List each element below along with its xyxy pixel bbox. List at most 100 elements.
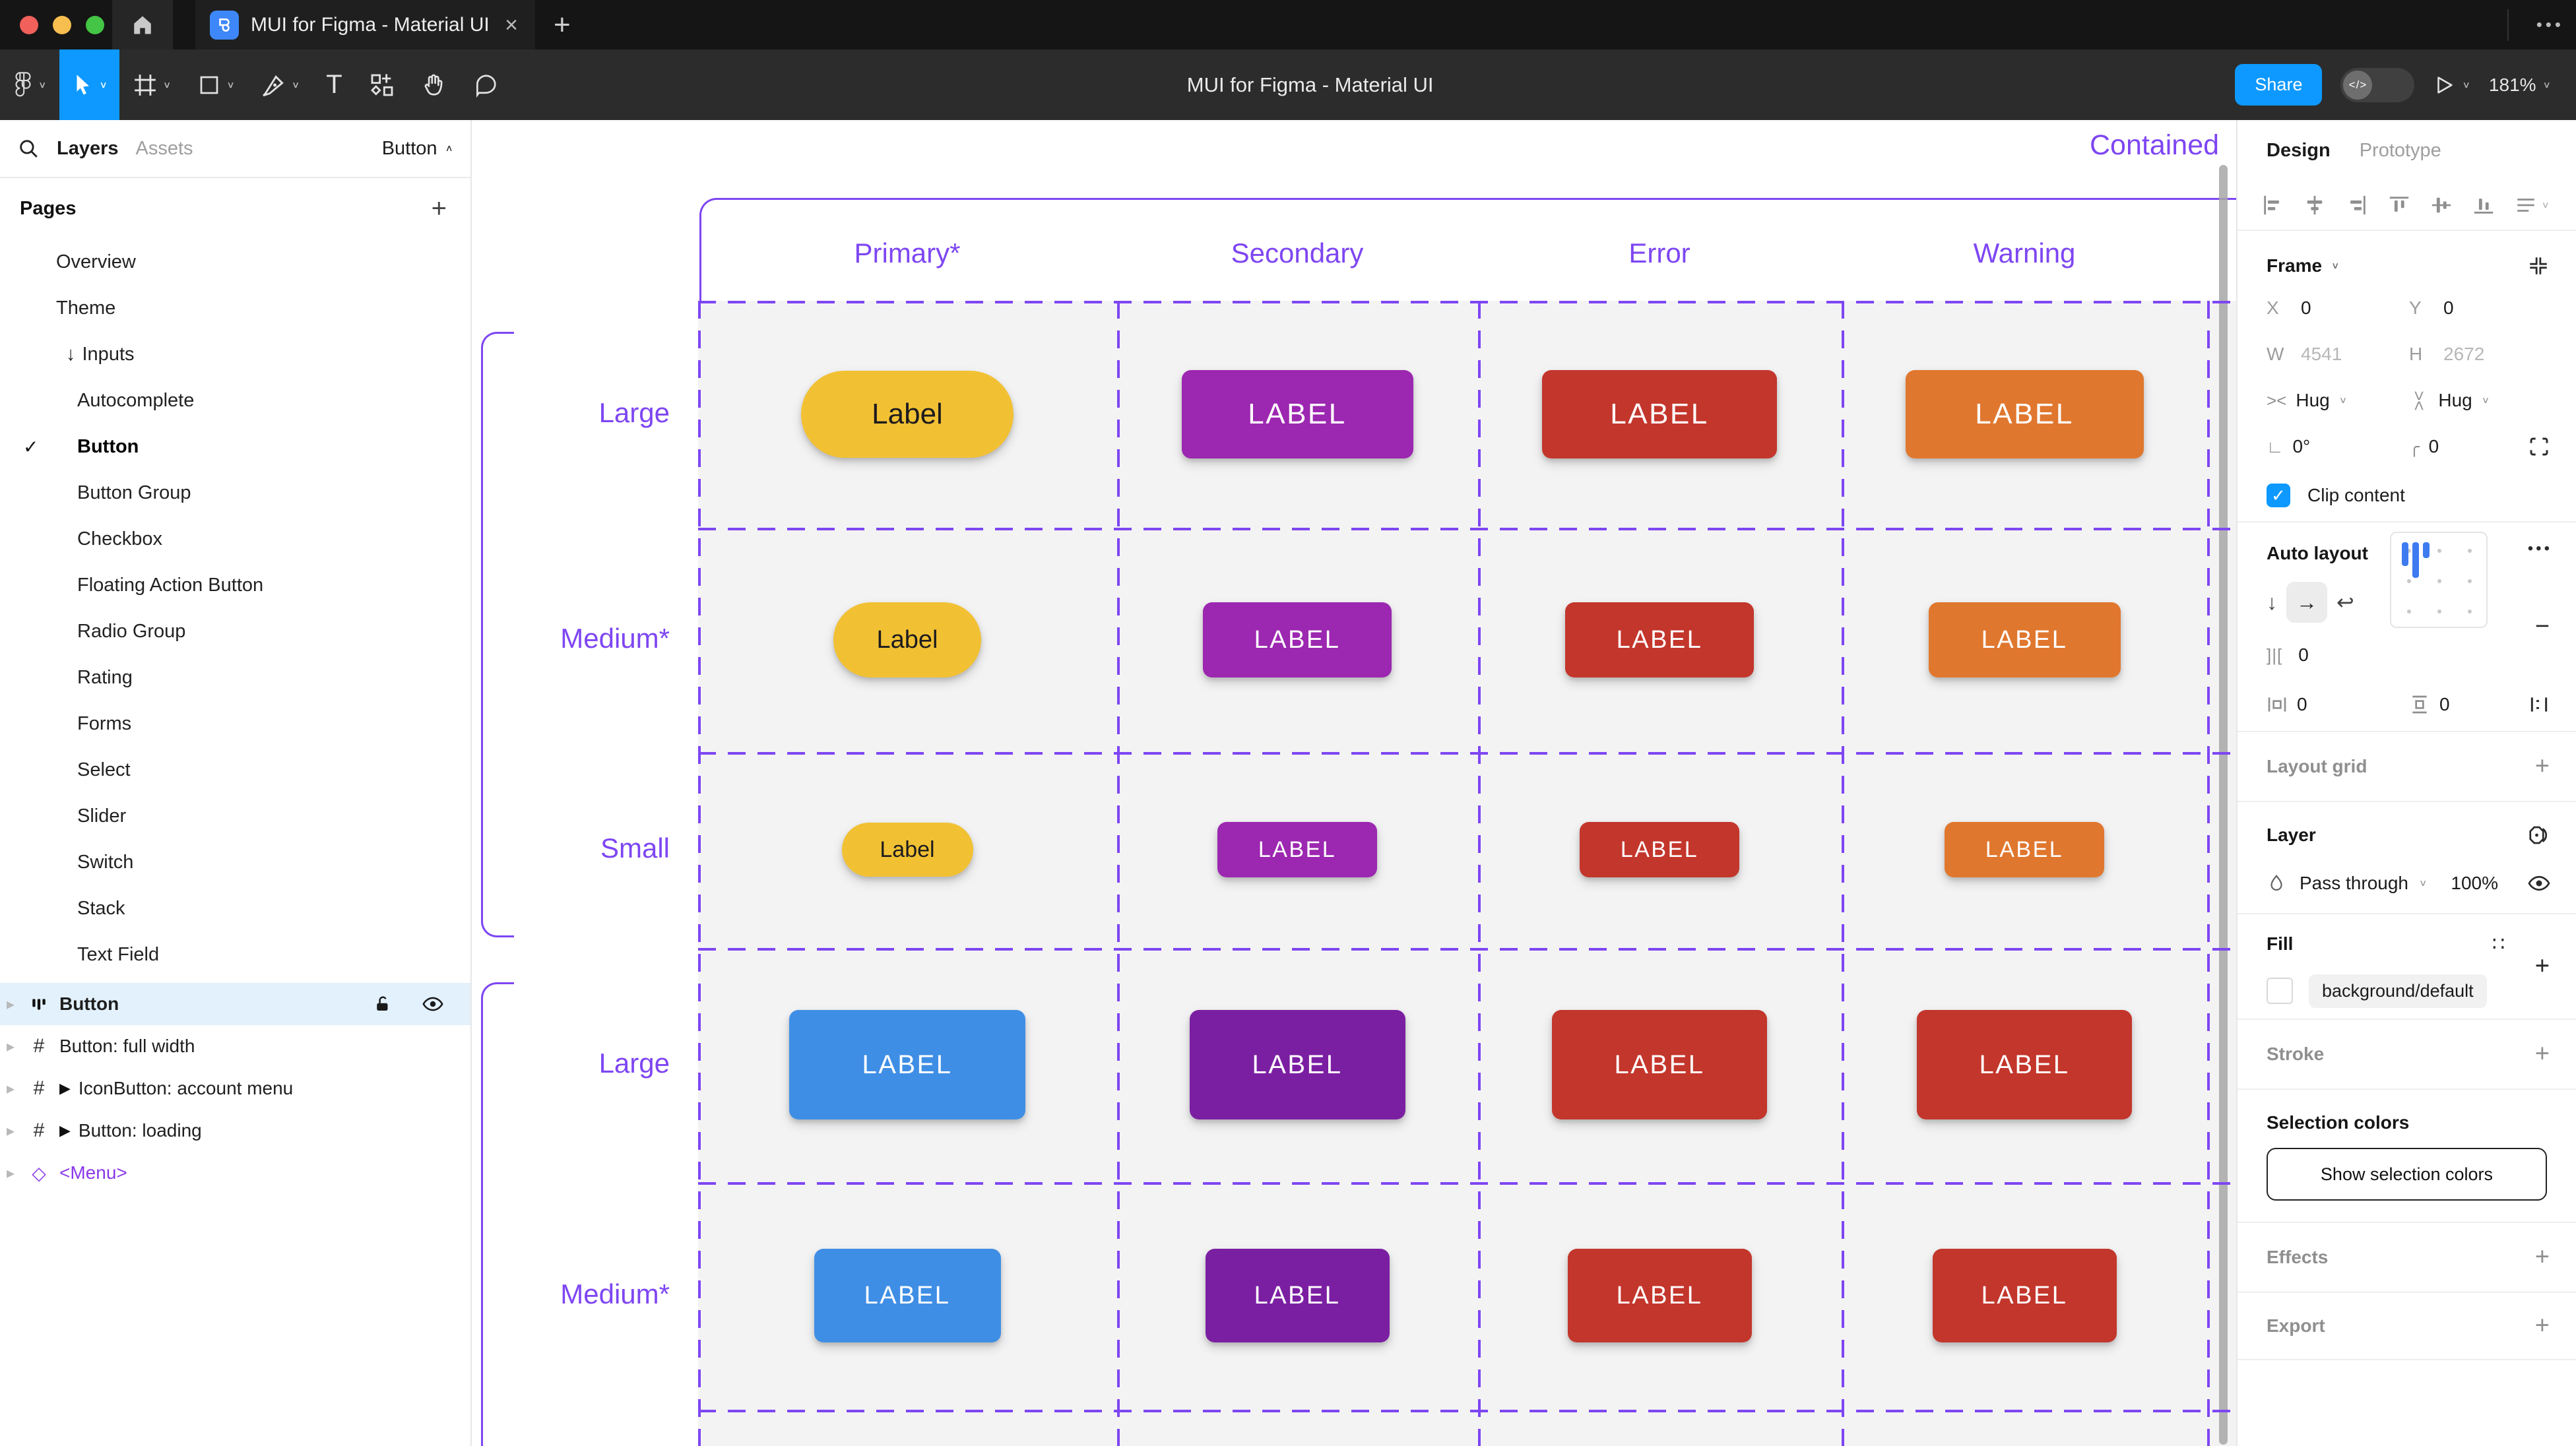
clip-content-row[interactable]: ✓ Clip content [2267, 470, 2547, 521]
layer-row-button-loading[interactable]: ▸ # ▶ Button: loading [0, 1110, 470, 1152]
direction-vertical-icon[interactable]: ↓ [2267, 590, 2277, 614]
auto-layout-more-button[interactable]: ••• [2527, 540, 2552, 557]
sidebar-page-slider[interactable]: Slider [0, 793, 470, 839]
canvas-button[interactable]: LABEL [1932, 1249, 2117, 1342]
remove-fill-button[interactable]: − [2534, 952, 2550, 980]
rotation-input[interactable]: 0° [2292, 436, 2311, 456]
canvas-button[interactable]: LABEL [1905, 370, 2144, 458]
tab-layers[interactable]: Layers [57, 137, 119, 159]
home-tab[interactable] [112, 0, 173, 49]
canvas-button[interactable]: LABEL [1217, 822, 1377, 877]
canvas-button[interactable]: Label [801, 371, 1014, 458]
add-effect-button[interactable]: + [2534, 1243, 2550, 1271]
hug-vertical-dropdown[interactable]: Hug [2438, 390, 2472, 410]
expand-chevron-icon[interactable]: ▸ [7, 995, 15, 1013]
sidebar-page-radio-group[interactable]: Radio Group [0, 608, 470, 654]
direction-horizontal-selected[interactable]: → [2286, 582, 2327, 623]
sidebar-page-overview[interactable]: Overview [0, 239, 470, 285]
sidebar-page-stack[interactable]: Stack [0, 885, 470, 931]
width-input[interactable]: 4541 [2301, 344, 2342, 364]
sidebar-page-inputs[interactable]: ↓ Inputs [0, 331, 470, 377]
canvas-button[interactable]: Label [833, 602, 981, 677]
search-icon[interactable] [17, 137, 40, 160]
canvas[interactable]: Contained Primary* Secondary Error Warning L… [472, 120, 2236, 1446]
new-tab-button[interactable]: + [554, 8, 571, 41]
window-zoom-icon[interactable] [86, 15, 104, 34]
canvas-button[interactable]: LABEL [1542, 370, 1777, 458]
canvas-button[interactable]: LABEL [1181, 370, 1413, 458]
window-overflow-menu[interactable]: ••• [2536, 15, 2564, 34]
layer-row-button-full-width[interactable]: ▸ # Button: full width [0, 1025, 470, 1067]
add-page-button[interactable]: + [431, 193, 447, 223]
canvas-button[interactable]: LABEL [1205, 1249, 1390, 1342]
comment-tool-button[interactable] [460, 49, 511, 120]
main-menu-button[interactable]: ∨ [0, 49, 59, 120]
fill-style-chip[interactable]: background/default [2309, 974, 2487, 1008]
add-stroke-button[interactable]: + [2534, 1040, 2550, 1068]
canvas-button[interactable]: LABEL [1580, 822, 1739, 877]
sidebar-page-text-field[interactable]: Text Field [0, 931, 470, 978]
expand-chevron-icon[interactable]: ▸ [7, 1037, 15, 1055]
clip-content-checkbox[interactable]: ✓ [2267, 484, 2290, 507]
close-tab-icon[interactable]: × [505, 12, 518, 38]
layer-row-button[interactable]: ▸ Button [0, 983, 470, 1025]
expand-chevron-icon[interactable]: ▸ [7, 1079, 15, 1098]
align-v-center-icon[interactable] [2430, 194, 2453, 216]
blend-mask-icon[interactable] [2526, 823, 2550, 847]
component-marker-icon[interactable]: ▶ [59, 1080, 71, 1096]
canvas-button[interactable]: LABEL [1189, 1010, 1405, 1119]
y-input[interactable]: 0 [2443, 298, 2454, 318]
wrap-icon[interactable]: ↩ [2336, 590, 2354, 614]
sidebar-page-autocomplete[interactable]: Autocomplete [0, 377, 470, 424]
sidebar-page-floating-action-button[interactable]: Floating Action Button [0, 562, 470, 608]
show-selection-colors-button[interactable]: Show selection colors [2267, 1148, 2547, 1201]
frame-tool-button[interactable]: ∨ [119, 49, 184, 120]
tab-prototype[interactable]: Prototype [2359, 139, 2441, 161]
sidebar-page-button[interactable]: ✓ Button [0, 424, 470, 470]
independent-padding-icon[interactable] [2528, 694, 2550, 715]
sidebar-page-button-group[interactable]: Button Group [0, 470, 470, 516]
x-input[interactable]: 0 [2301, 298, 2311, 318]
canvas-button[interactable]: Label [841, 823, 973, 877]
vertical-padding-input[interactable]: 0 [2439, 694, 2450, 714]
corner-radius-input[interactable]: 0 [2428, 436, 2439, 456]
canvas-button[interactable]: LABEL [1945, 822, 2104, 877]
canvas-button[interactable]: LABEL [1917, 1010, 2132, 1119]
fill-color-swatch[interactable] [2267, 978, 2293, 1004]
hand-tool-button[interactable] [408, 49, 460, 120]
sidebar-page-select[interactable]: Select [0, 747, 470, 793]
sidebar-page-rating[interactable]: Rating [0, 654, 470, 701]
file-tab[interactable]: MUI for Figma - Material UI × [195, 0, 535, 49]
share-button[interactable]: Share [2235, 64, 2323, 106]
align-top-icon[interactable] [2388, 194, 2410, 216]
tab-design[interactable]: Design [2267, 139, 2331, 161]
canvas-button[interactable]: LABEL [1203, 602, 1392, 677]
add-fill-button[interactable]: + [2534, 952, 2550, 980]
unlock-icon[interactable] [373, 994, 393, 1014]
distribute-menu[interactable]: ∨ [2515, 194, 2550, 216]
component-filter-dropdown[interactable]: Button ∧ [381, 137, 453, 159]
blend-mode-dropdown[interactable]: Pass through [2300, 873, 2408, 893]
text-tool-button[interactable]: T [313, 49, 355, 120]
height-input[interactable]: 2672 [2443, 344, 2485, 364]
opacity-input[interactable]: 100% [2451, 873, 2498, 893]
layer-row-iconbutton-account-menu[interactable]: ▸ # ▶ IconButton: account menu [0, 1067, 470, 1110]
pen-tool-button[interactable]: ∨ [248, 49, 313, 120]
window-close-icon[interactable] [20, 15, 38, 34]
move-tool-button[interactable]: ∨ [59, 49, 119, 120]
hug-horizontal-dropdown[interactable]: Hug [2296, 390, 2330, 410]
auto-layout-alignment-pad[interactable] [2390, 532, 2488, 628]
canvas-button[interactable]: LABEL [1928, 602, 2121, 677]
sidebar-page-theme[interactable]: Theme [0, 285, 470, 331]
canvas-vertical-scrollbar[interactable] [2219, 165, 2228, 1445]
shape-tool-button[interactable]: ∨ [184, 49, 247, 120]
zoom-menu[interactable]: 181% ∨ [2489, 75, 2551, 96]
shrink-icon[interactable] [2527, 255, 2550, 277]
horizontal-padding-input[interactable]: 0 [2297, 694, 2307, 714]
add-export-button[interactable]: + [2534, 1311, 2550, 1340]
frame-section-title[interactable]: Frame [2267, 255, 2323, 276]
layer-row--menu-[interactable]: ▸ ◇ <Menu> [0, 1152, 470, 1194]
window-minimize-icon[interactable] [53, 15, 71, 34]
canvas-button[interactable]: LABEL [789, 1010, 1025, 1119]
canvas-button[interactable]: LABEL [814, 1249, 1001, 1342]
